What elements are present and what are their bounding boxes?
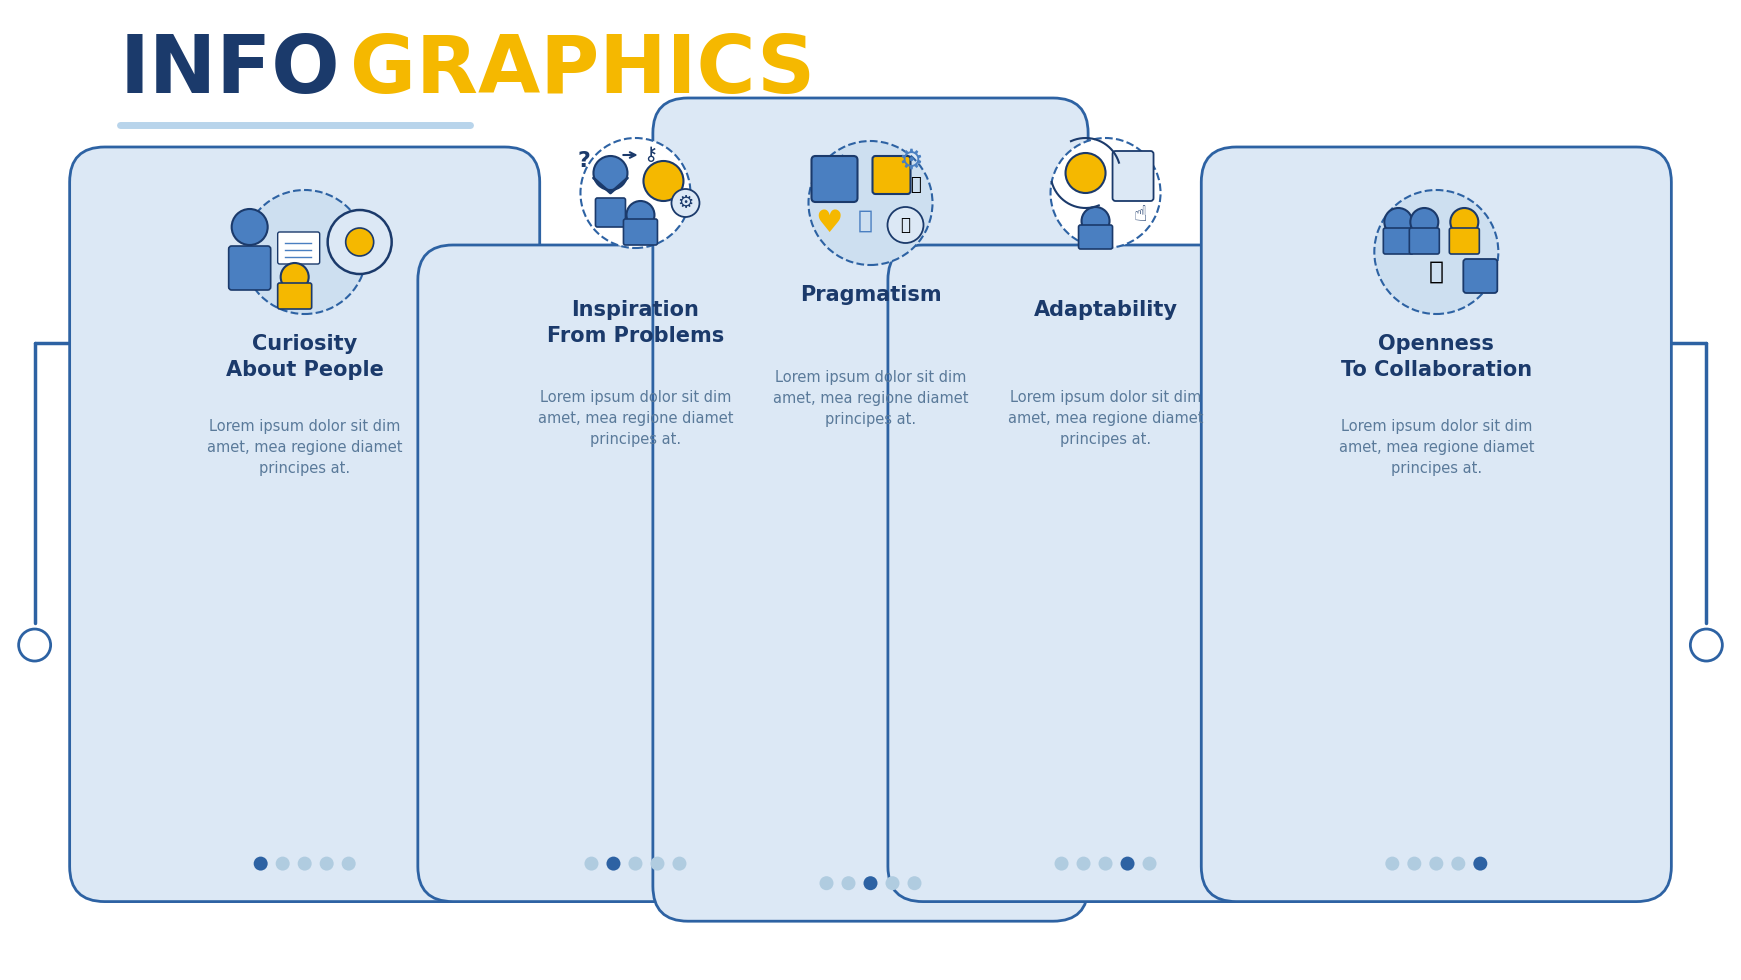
Circle shape (1142, 857, 1156, 870)
Circle shape (1076, 857, 1090, 870)
Circle shape (275, 857, 289, 870)
FancyBboxPatch shape (1201, 147, 1671, 902)
Text: ✊: ✊ (858, 209, 872, 233)
Circle shape (346, 228, 374, 256)
Circle shape (1691, 629, 1722, 662)
FancyBboxPatch shape (872, 156, 911, 194)
FancyBboxPatch shape (595, 198, 625, 227)
FancyBboxPatch shape (1449, 228, 1480, 254)
Text: ⚙: ⚙ (898, 147, 923, 175)
Text: ?: ? (576, 151, 590, 171)
FancyBboxPatch shape (228, 246, 270, 290)
Circle shape (585, 857, 599, 870)
Text: Inspiration
From Problems: Inspiration From Problems (547, 300, 724, 346)
Circle shape (1450, 208, 1478, 236)
Text: GRAPHICS: GRAPHICS (350, 32, 815, 110)
FancyBboxPatch shape (623, 219, 658, 245)
Circle shape (1081, 207, 1109, 235)
Circle shape (629, 857, 642, 870)
Text: 🤝: 🤝 (1429, 260, 1443, 284)
Circle shape (644, 161, 684, 201)
Text: Lorem ipsum dolor sit dim
amet, mea regione diamet
principes at.: Lorem ipsum dolor sit dim amet, mea regi… (773, 370, 968, 427)
Circle shape (580, 138, 691, 248)
Text: ☝: ☝ (1133, 205, 1147, 225)
FancyBboxPatch shape (811, 156, 858, 202)
Circle shape (341, 857, 355, 870)
Circle shape (1473, 857, 1487, 870)
Circle shape (280, 263, 308, 291)
FancyBboxPatch shape (418, 245, 853, 902)
Text: Curiosity
About People: Curiosity About People (226, 334, 383, 379)
Text: Openness
To Collaboration: Openness To Collaboration (1341, 334, 1532, 379)
FancyBboxPatch shape (1384, 228, 1414, 254)
Circle shape (1410, 208, 1438, 236)
Circle shape (808, 141, 933, 265)
Circle shape (327, 210, 392, 274)
Text: Adaptability: Adaptability (1034, 300, 1177, 320)
Circle shape (672, 857, 686, 870)
Text: 🧠: 🧠 (900, 216, 911, 234)
Text: ⚷: ⚷ (644, 145, 658, 165)
Text: 🔧: 🔧 (911, 176, 921, 194)
Circle shape (907, 876, 921, 890)
Text: INFO: INFO (120, 32, 341, 110)
Text: Pragmatism: Pragmatism (799, 285, 942, 305)
Circle shape (232, 209, 268, 245)
FancyBboxPatch shape (1112, 151, 1154, 201)
Circle shape (651, 857, 665, 870)
Circle shape (1384, 208, 1412, 236)
Text: Lorem ipsum dolor sit dim
amet, mea regione diamet
principes at.: Lorem ipsum dolor sit dim amet, mea regi… (1339, 419, 1534, 476)
Circle shape (1065, 153, 1106, 193)
Circle shape (1386, 857, 1400, 870)
Circle shape (1050, 138, 1161, 248)
Circle shape (320, 857, 334, 870)
Circle shape (1099, 857, 1112, 870)
Circle shape (254, 857, 268, 870)
Circle shape (1121, 857, 1135, 870)
Text: ⚙: ⚙ (677, 194, 693, 212)
FancyBboxPatch shape (277, 232, 320, 264)
FancyBboxPatch shape (1464, 259, 1497, 293)
Circle shape (606, 857, 620, 870)
Circle shape (672, 189, 700, 217)
Circle shape (298, 857, 312, 870)
Circle shape (1374, 190, 1499, 314)
Circle shape (1407, 857, 1421, 870)
FancyBboxPatch shape (1408, 228, 1440, 254)
FancyBboxPatch shape (888, 245, 1323, 902)
Circle shape (841, 876, 855, 890)
Circle shape (1055, 857, 1069, 870)
Circle shape (864, 876, 877, 890)
Circle shape (1429, 857, 1443, 870)
FancyBboxPatch shape (70, 147, 540, 902)
Circle shape (242, 190, 367, 314)
Circle shape (820, 876, 834, 890)
Circle shape (1452, 857, 1466, 870)
FancyBboxPatch shape (1078, 225, 1112, 249)
Text: Lorem ipsum dolor sit dim
amet, mea regione diamet
principes at.: Lorem ipsum dolor sit dim amet, mea regi… (538, 390, 733, 447)
Circle shape (886, 876, 900, 890)
Text: Lorem ipsum dolor sit dim
amet, mea regione diamet
principes at.: Lorem ipsum dolor sit dim amet, mea regi… (1008, 390, 1203, 447)
FancyBboxPatch shape (653, 98, 1088, 921)
Circle shape (594, 156, 627, 190)
Circle shape (888, 207, 923, 243)
Text: Lorem ipsum dolor sit dim
amet, mea regione diamet
principes at.: Lorem ipsum dolor sit dim amet, mea regi… (207, 419, 402, 476)
FancyBboxPatch shape (277, 283, 312, 309)
Circle shape (627, 201, 655, 229)
Text: ♥: ♥ (815, 209, 843, 237)
Circle shape (19, 629, 50, 662)
